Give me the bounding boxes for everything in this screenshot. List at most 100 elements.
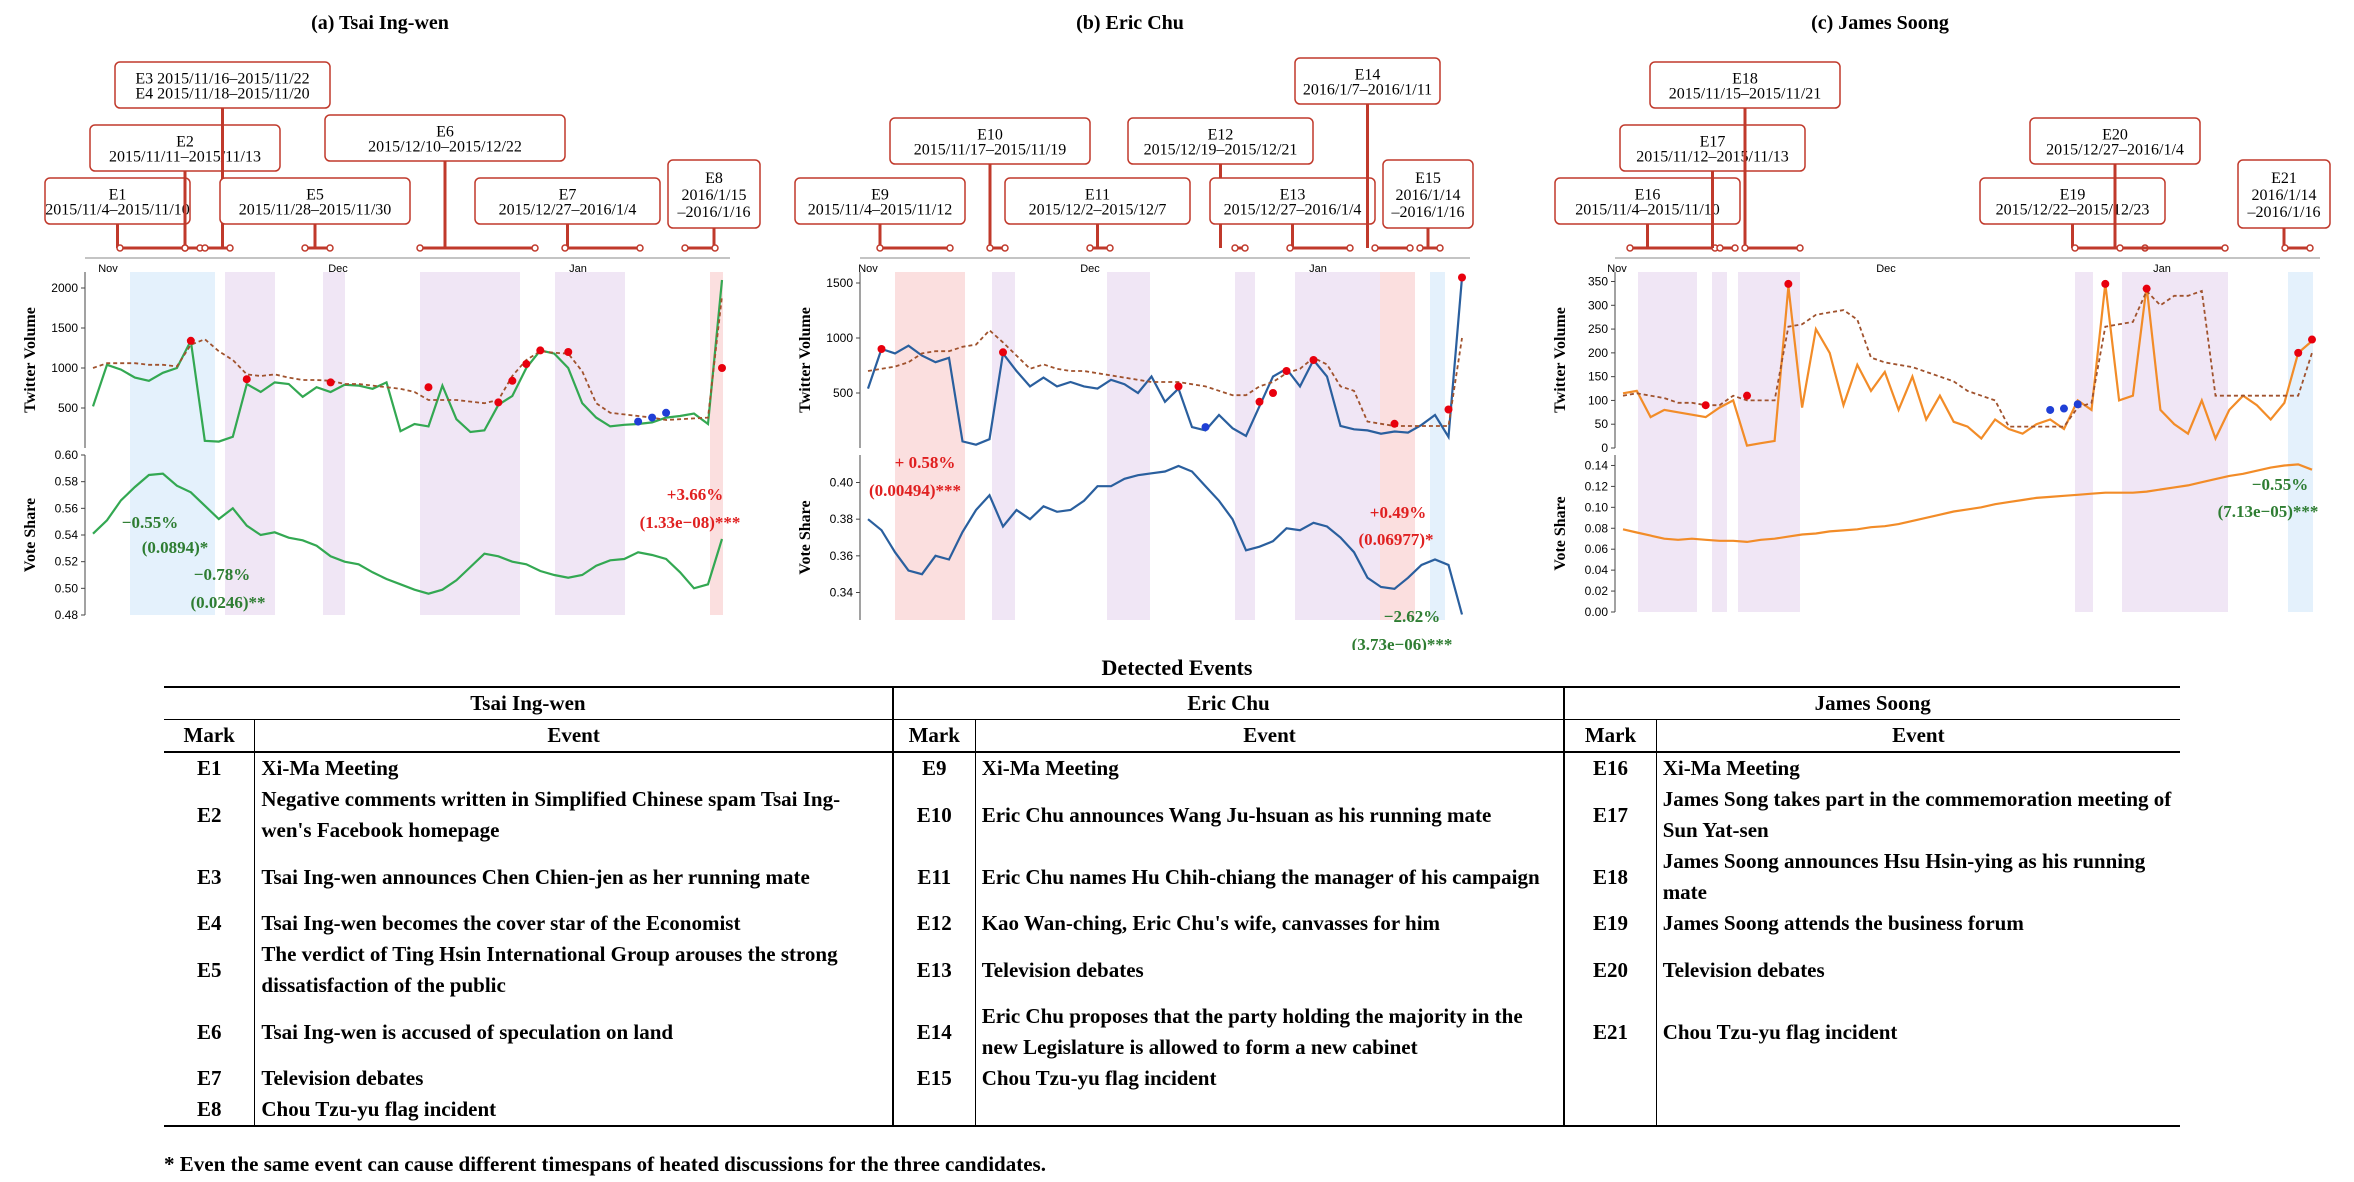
share-y-tick-label: 0.38 <box>830 512 854 526</box>
event-span-end-marker <box>1406 244 1414 252</box>
event-box-label: E3 2015/11/16–2015/11/22 <box>135 70 309 87</box>
volume-peak-point <box>1458 273 1466 282</box>
event-description-cell: Tsai Ing-wen becomes the cover star of t… <box>254 908 894 939</box>
share-y-tick-label: 0.58 <box>55 475 79 489</box>
volume-y-tick-label: 100 <box>1588 393 1608 407</box>
event-mark-cell: E5 <box>164 939 256 1001</box>
table-row: E6 Tsai Ing-wen is accused of speculation… <box>164 1001 2180 1063</box>
event-box-label: E1 <box>109 186 127 203</box>
event-interval-shade <box>555 272 625 615</box>
share-y-tick-label: 0.10 <box>1585 500 1609 514</box>
event-description-cell: Television debates <box>975 939 1566 1001</box>
event-description-cell: Eric Chu names Hu Chih-chiang the manage… <box>975 846 1566 908</box>
month-tick-label: Nov <box>98 263 118 275</box>
volume-y-tick-label: 1500 <box>51 321 78 335</box>
share-y-tick-label: 0.34 <box>830 586 854 600</box>
event-description-cell: Kao Wan-ching, Eric Chu's wife, canvasse… <box>975 908 1566 939</box>
event-description-cell: Chou Tzu-yu flag incident <box>975 1063 1566 1094</box>
event-mark-cell: E16 <box>1564 752 1657 784</box>
share-y-tick-label: 0.36 <box>830 549 854 563</box>
group-header-tsai: Tsai Ing-wen <box>164 687 894 720</box>
volume-peak-point <box>564 348 573 356</box>
event-span-start-marker <box>986 244 994 252</box>
event-span-end-marker <box>2221 244 2229 252</box>
event-mark-cell: E3 <box>164 846 256 908</box>
share-axis-label: Vote Share <box>22 498 39 572</box>
event-box-label: 2015/11/4–2015/11/10 <box>1575 202 1720 219</box>
event-span-start-marker <box>561 244 569 252</box>
event-mark-cell: E10 <box>892 784 976 846</box>
volume-peak-point <box>1309 356 1318 364</box>
event-span-end-marker <box>1796 244 1804 252</box>
event-box <box>324 114 566 162</box>
volume-point-blue <box>1201 423 1210 432</box>
event-box <box>1554 177 1741 225</box>
event-box <box>1209 177 1376 225</box>
volume-y-tick-label: 150 <box>1588 370 1608 384</box>
event-interval-shade <box>710 272 723 615</box>
event-mark-cell: E17 <box>1564 784 1657 846</box>
share-axis-label: Vote Share <box>797 500 814 574</box>
volume-peak-point <box>1269 389 1277 397</box>
event-interval-shade <box>130 272 215 615</box>
event-mark-cell: E4 <box>164 908 256 939</box>
volume-point-blue <box>648 413 657 422</box>
volume-trend-line <box>1622 289 2313 428</box>
event-span-start-marker <box>1371 244 1379 252</box>
share-y-tick-label: 0.00 <box>1585 605 1609 619</box>
event-span-start-marker <box>1286 244 1294 252</box>
event-mark-cell: E12 <box>892 908 976 939</box>
event-span-end-marker <box>2306 244 2314 252</box>
event-description-cell <box>1656 1094 2180 1126</box>
volume-y-tick-label: 0 <box>1601 441 1608 455</box>
table-row: E4 Tsai Ing-wen becomes the cover star of… <box>164 908 2180 939</box>
event-description-cell: Xi-Ma Meeting <box>975 752 1566 784</box>
event-box-label: 2015/12/10–2015/12/22 <box>368 139 522 156</box>
event-box-label: E12 <box>1208 126 1234 143</box>
share-y-tick-label: 0.54 <box>55 528 79 542</box>
table-row: E2 Negative comments written in Simplifie… <box>164 784 2180 846</box>
event-box-label: 2015/12/27–2016/1/4 <box>499 202 637 219</box>
event-box-label: E6 <box>436 123 454 140</box>
event-box-label: 2015/12/19–2015/12/21 <box>1144 142 1298 159</box>
event-box <box>44 177 191 225</box>
table-row: E5 The verdict of Ting Hsin International… <box>164 939 2180 1001</box>
event-span-end-marker <box>226 244 234 252</box>
share-y-tick-label: 0.52 <box>55 555 79 569</box>
significance-annotation: (7.13e−05)*** <box>2218 502 2319 521</box>
event-span-start-marker <box>1626 244 1634 252</box>
share-y-tick-label: 0.50 <box>55 581 79 595</box>
event-box-label: E18 <box>1732 70 1758 87</box>
event-box <box>667 159 761 229</box>
group-header-chu: Eric Chu <box>892 687 1566 720</box>
significance-annotation: (0.0246)** <box>190 593 265 612</box>
volume-series-line <box>1622 283 2313 447</box>
volume-peak-point <box>1282 367 1291 375</box>
events-table: Tsai Ing-wen Eric Chu James Soong Mark E… <box>164 686 2180 1127</box>
volume-peak-point <box>424 383 433 392</box>
event-box-label: E11 <box>1085 186 1110 203</box>
share-y-tick-label: 0.40 <box>830 476 854 490</box>
event-interval-shade <box>225 272 275 615</box>
volume-peak-point <box>2101 279 2110 288</box>
event-box <box>1294 57 1441 105</box>
event-box-label: E13 <box>1280 186 1306 203</box>
significance-annotation: −0.55% <box>2252 475 2308 494</box>
event-span-end-marker <box>531 244 539 252</box>
event-description-cell: Negative comments written in Simplified … <box>254 784 894 846</box>
event-span-start-marker <box>416 244 424 252</box>
significance-annotation: (3.73e−06)*** <box>1352 635 1453 650</box>
share-y-tick-label: 0.48 <box>55 608 79 622</box>
event-span-start-marker <box>181 244 189 252</box>
event-description-cell: Eric Chu announces Wang Ju-hsuan as his … <box>975 784 1566 846</box>
table-row: E8 Chou Tzu-yu flag incident <box>164 1094 2180 1126</box>
event-description-cell: Xi-Ma Meeting <box>254 752 894 784</box>
event-box-label: E15 <box>1415 170 1441 187</box>
event-span-start-marker <box>1716 244 1724 252</box>
event-span-end-marker <box>1241 244 1249 252</box>
col-event-header: Event <box>1892 723 1945 747</box>
event-mark-cell: E9 <box>892 752 976 784</box>
volume-y-tick-label: 350 <box>1588 275 1608 289</box>
event-mark-cell: E14 <box>892 1001 976 1063</box>
event-interval-shade <box>1380 272 1415 620</box>
